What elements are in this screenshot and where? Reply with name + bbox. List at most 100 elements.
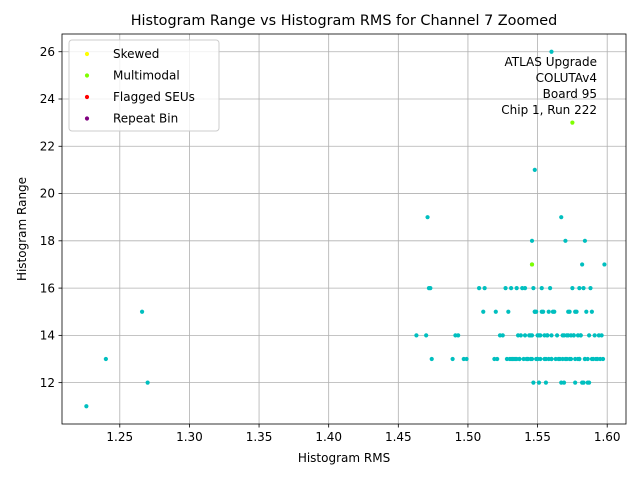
- data-point: [414, 333, 419, 338]
- data-point: [602, 262, 607, 267]
- data-point: [592, 333, 597, 338]
- data-point: [568, 333, 574, 338]
- data-point: [567, 356, 572, 362]
- data-point: [588, 285, 593, 291]
- data-point: [450, 356, 455, 362]
- data-point: [536, 380, 542, 385]
- data-point: [456, 333, 461, 338]
- data-point: [573, 309, 578, 314]
- data-point: [549, 356, 554, 362]
- y-tick-label: 12: [40, 376, 55, 390]
- annotation: ATLAS Upgrade COLUTAv4 Board 95 Chip 1, …: [501, 55, 597, 117]
- data-point: [560, 333, 565, 338]
- data-point: [532, 167, 537, 173]
- data-point: [503, 285, 508, 291]
- data-point: [514, 285, 519, 291]
- data-points: [84, 49, 607, 409]
- data-point: [538, 333, 543, 338]
- data-point: [559, 215, 564, 220]
- y-tick-label: 20: [40, 187, 55, 201]
- data-point: [482, 285, 487, 291]
- data-point: [543, 380, 549, 385]
- data-point: [554, 333, 560, 338]
- data-point: [545, 333, 550, 338]
- x-tick-label: 1.45: [385, 430, 412, 444]
- data-point: [476, 285, 482, 291]
- x-tick-label: 1.25: [106, 430, 133, 444]
- annotation-line: Board 95: [543, 87, 597, 101]
- x-tick-label: 1.60: [594, 430, 621, 444]
- y-tick-label: 18: [40, 234, 55, 248]
- legend-label: Flagged SEUs: [113, 90, 195, 104]
- y-tick-label: 14: [40, 329, 55, 343]
- x-tick-label: 1.55: [524, 430, 551, 444]
- chart-title: Histogram Range vs Histogram RMS for Cha…: [131, 13, 558, 29]
- data-point: [495, 356, 500, 362]
- y-tick-label: 16: [40, 281, 55, 295]
- data-point: [586, 380, 592, 385]
- x-axis-label: Histogram RMS: [298, 451, 390, 465]
- data-point: [514, 356, 519, 362]
- data-point: [546, 309, 551, 314]
- data-point: [139, 309, 145, 314]
- data-point: [529, 333, 535, 338]
- data-point: [582, 356, 588, 362]
- data-point: [531, 380, 536, 385]
- y-tick-label: 24: [40, 92, 55, 106]
- x-tick-label: 1.50: [455, 430, 482, 444]
- legend-marker: [84, 51, 90, 57]
- data-point: [522, 333, 528, 338]
- data-point: [600, 356, 606, 362]
- plot-frame: [61, 33, 627, 425]
- data-point: [539, 309, 544, 314]
- data-point: [570, 285, 575, 291]
- data-point: [577, 285, 582, 291]
- data-point: [584, 309, 589, 314]
- x-tick-label: 1.40: [315, 430, 342, 444]
- data-point: [549, 333, 554, 338]
- data-point: [500, 333, 505, 338]
- legend-marker: [84, 116, 90, 121]
- data-point: [84, 404, 89, 409]
- data-point: [424, 333, 429, 338]
- data-point: [580, 380, 585, 385]
- data-point: [522, 285, 528, 291]
- data-point: [531, 285, 536, 291]
- annotation-line: ATLAS Upgrade: [504, 55, 597, 69]
- data-point: [599, 333, 604, 338]
- y-tick-label: 22: [40, 139, 55, 153]
- annotation-line: COLUTAv4: [536, 71, 597, 85]
- data-point: [464, 356, 469, 362]
- data-point: [580, 262, 585, 267]
- data-point: [564, 333, 569, 338]
- data-point: [145, 380, 150, 385]
- data-point: [525, 356, 530, 362]
- legend-label: Skewed: [113, 47, 159, 61]
- legend-marker: [84, 73, 90, 78]
- data-point: [552, 309, 557, 314]
- data-point: [582, 238, 588, 243]
- data-point: [548, 285, 553, 291]
- data-point: [529, 356, 535, 362]
- data-point: [577, 356, 582, 362]
- legend-label: Multimodal: [113, 69, 180, 83]
- data-point: [549, 49, 554, 54]
- data-point: [429, 356, 434, 362]
- legend-label: Repeat Bin: [113, 112, 178, 126]
- data-point: [103, 356, 108, 362]
- data-point: [532, 309, 537, 314]
- data-point: [589, 309, 594, 314]
- legend-box: [68, 39, 220, 132]
- data-point: [563, 356, 568, 362]
- data-point: [578, 333, 583, 338]
- data-point: [581, 285, 586, 291]
- data-point: [570, 120, 575, 125]
- data-point: [493, 309, 498, 314]
- data-point: [573, 380, 578, 385]
- data-point: [529, 238, 535, 243]
- annotation-line: Chip 1, Run 222: [501, 103, 597, 117]
- legend: Skewed Multimodal Flagged SEUs Repeat Bin: [68, 39, 220, 132]
- data-point: [425, 215, 430, 220]
- data-point: [586, 333, 592, 338]
